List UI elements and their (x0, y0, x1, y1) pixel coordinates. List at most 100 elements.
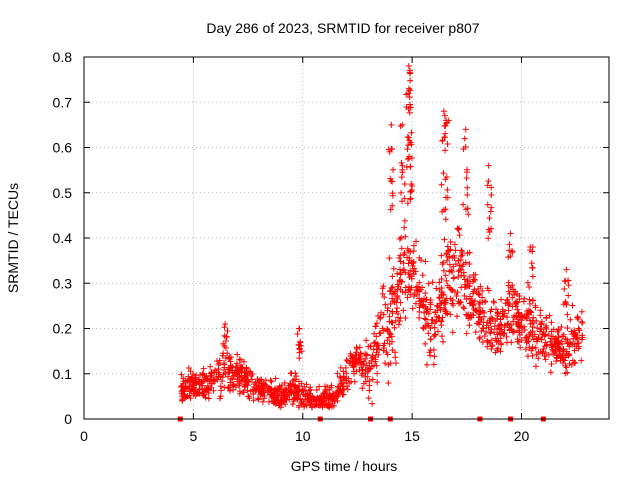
data-point (184, 384, 191, 391)
data-point (324, 402, 331, 409)
data-point (488, 314, 495, 321)
data-point (387, 360, 394, 367)
data-point (549, 347, 556, 354)
data-point (568, 328, 575, 335)
data-point (374, 370, 381, 377)
data-point (563, 266, 570, 273)
data-point (363, 362, 370, 369)
data-point (420, 324, 427, 331)
data-point (441, 112, 448, 119)
data-point (408, 188, 415, 195)
y-tick-label: 0.5 (53, 185, 73, 201)
data-point (438, 181, 445, 188)
data-point (438, 317, 445, 324)
data-point (274, 398, 281, 405)
data-point (555, 352, 562, 359)
data-point (363, 337, 370, 344)
data-point (363, 352, 370, 359)
data-point (399, 267, 406, 274)
data-point (225, 355, 232, 362)
data-point (187, 368, 194, 375)
data-point (225, 373, 232, 380)
data-point (427, 336, 434, 343)
chart-title: Day 286 of 2023, SRMTID for receiver p80… (206, 20, 479, 36)
data-point (562, 370, 569, 377)
data-point (410, 260, 417, 267)
data-point (457, 299, 464, 306)
data-point (296, 402, 303, 409)
data-point (476, 334, 483, 341)
data-point (405, 134, 412, 141)
data-point (532, 363, 539, 370)
data-point (447, 238, 454, 245)
data-point (219, 374, 226, 381)
data-point (445, 117, 452, 124)
data-point (409, 305, 416, 312)
data-point (494, 346, 501, 353)
data-point (501, 322, 508, 329)
data-point (476, 321, 483, 328)
data-point (441, 236, 448, 243)
data-point (460, 261, 467, 268)
data-point (529, 244, 536, 251)
data-point (526, 283, 533, 290)
data-point (205, 395, 212, 402)
data-point (406, 137, 413, 144)
data-point (497, 348, 504, 355)
data-point (236, 380, 243, 387)
data-point (393, 308, 400, 315)
data-point (504, 321, 511, 328)
data-point (487, 320, 494, 327)
data-point (408, 259, 415, 266)
data-point (450, 275, 457, 282)
data-point (372, 339, 379, 346)
data-point (207, 363, 214, 370)
data-point (226, 384, 233, 391)
data-point (246, 369, 253, 376)
data-point (272, 375, 279, 382)
data-point (468, 297, 475, 304)
data-point (452, 261, 459, 268)
data-point (462, 281, 469, 288)
data-point (436, 295, 443, 302)
data-point (394, 270, 401, 277)
data-point (514, 336, 521, 343)
data-point (476, 335, 483, 342)
data-point (556, 345, 563, 352)
data-point (516, 293, 523, 300)
data-point (444, 243, 451, 250)
data-point (431, 333, 438, 340)
data-point (433, 285, 440, 292)
data-point (453, 292, 460, 299)
data-point (300, 401, 307, 408)
data-point (380, 283, 387, 290)
data-point (464, 312, 471, 319)
data-point (306, 400, 313, 407)
data-point (462, 126, 469, 133)
data-point (506, 327, 513, 334)
data-point (190, 378, 197, 385)
data-point (364, 373, 371, 380)
data-point (372, 354, 379, 361)
data-point (389, 192, 396, 199)
data-point (575, 345, 582, 352)
data-point (526, 296, 533, 303)
data-point (412, 300, 419, 307)
data-point (571, 347, 578, 354)
data-point (185, 365, 192, 372)
data-point (201, 388, 208, 395)
data-point (227, 362, 234, 369)
y-axis-title: SRMTID / TECUs (5, 183, 21, 293)
data-point (444, 186, 451, 193)
x-tick-label: 10 (295, 428, 311, 444)
data-point (511, 328, 518, 335)
data-point (441, 306, 448, 313)
data-point (436, 286, 443, 293)
data-point (444, 257, 451, 264)
data-point (463, 330, 470, 337)
data-point (405, 271, 412, 278)
data-point (410, 293, 417, 300)
data-point (384, 325, 391, 332)
data-point (497, 316, 504, 323)
data-point (481, 309, 488, 316)
